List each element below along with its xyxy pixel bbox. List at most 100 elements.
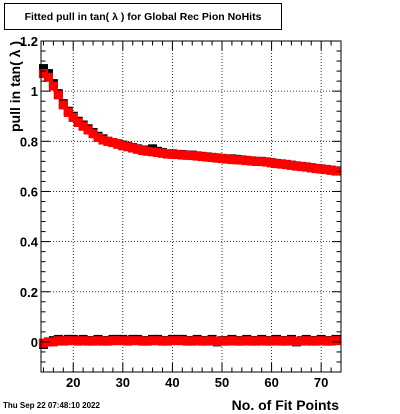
data-point-series-1 bbox=[272, 159, 282, 169]
y-tick-label: 0.8 bbox=[20, 134, 38, 149]
data-point-series-3 bbox=[262, 336, 272, 346]
data-point-series-3 bbox=[207, 336, 217, 346]
data-point-series-3 bbox=[237, 336, 247, 346]
data-point-series-1 bbox=[113, 139, 123, 149]
data-point-series-1 bbox=[197, 152, 207, 162]
data-point-series-1 bbox=[296, 162, 306, 172]
data-point-series-3 bbox=[88, 336, 98, 346]
data-point-series-1 bbox=[118, 141, 128, 151]
data-point-series-1 bbox=[262, 157, 272, 167]
data-point-series-3 bbox=[133, 336, 143, 346]
data-point-series-1 bbox=[38, 69, 48, 79]
data-point-series-1 bbox=[281, 160, 291, 170]
data-point-series-1 bbox=[88, 129, 98, 139]
data-point-series-1 bbox=[286, 160, 296, 170]
timestamp-label: Thu Sep 22 07:48:10 2022 bbox=[3, 401, 100, 410]
data-point-series-3 bbox=[38, 338, 48, 348]
y-tick-label: 1 bbox=[31, 84, 38, 99]
data-point-series-3 bbox=[93, 336, 103, 346]
data-point-series-1 bbox=[257, 157, 267, 167]
data-point-series-3 bbox=[202, 336, 212, 346]
data-point-series-3 bbox=[108, 336, 118, 346]
data-point-series-1 bbox=[123, 142, 133, 152]
data-point-series-3 bbox=[197, 336, 207, 346]
data-point-series-3 bbox=[272, 336, 282, 346]
data-point-series-3 bbox=[286, 336, 296, 346]
data-point-series-3 bbox=[182, 336, 192, 346]
data-point-series-1 bbox=[182, 150, 192, 160]
data-point-series-3 bbox=[217, 336, 227, 346]
data-point-series-1 bbox=[247, 156, 257, 166]
data-point-series-1 bbox=[227, 155, 237, 165]
data-point-series-1 bbox=[242, 156, 252, 166]
x-axis-title: No. of Fit Points bbox=[232, 397, 340, 413]
y-tick-label: 1.2 bbox=[20, 34, 38, 49]
data-point-series-3 bbox=[68, 336, 78, 346]
data-point-series-1 bbox=[73, 117, 83, 127]
plot-frame bbox=[40, 40, 342, 373]
data-point-series-1 bbox=[331, 166, 341, 176]
data-point-series-3 bbox=[296, 336, 306, 346]
data-point-series-3 bbox=[187, 336, 197, 346]
data-point-series-3 bbox=[192, 336, 202, 346]
data-point-series-1 bbox=[267, 158, 277, 168]
x-tick-label: 20 bbox=[66, 375, 80, 390]
data-point-series-3 bbox=[73, 336, 83, 346]
data-point-series-1 bbox=[237, 155, 247, 165]
data-point-series-3 bbox=[118, 336, 128, 346]
data-point-series-1 bbox=[133, 144, 143, 154]
data-point-series-3 bbox=[138, 336, 148, 346]
x-tick-label: 30 bbox=[116, 375, 130, 390]
data-point-series-1 bbox=[108, 138, 118, 148]
data-point-series-3 bbox=[267, 336, 277, 346]
data-point-series-1 bbox=[83, 125, 93, 135]
data-point-series-3 bbox=[162, 336, 172, 346]
data-point-series-3 bbox=[227, 336, 237, 346]
data-point-series-1 bbox=[98, 135, 108, 145]
data-point-series-3 bbox=[311, 336, 321, 346]
data-point-series-1 bbox=[153, 148, 163, 158]
data-point-series-1 bbox=[48, 81, 58, 91]
data-point-series-3 bbox=[128, 336, 138, 346]
data-point-series-1 bbox=[212, 153, 222, 163]
data-point-series-1 bbox=[172, 150, 182, 160]
data-point-series-3 bbox=[98, 336, 108, 346]
data-point-series-1 bbox=[306, 163, 316, 173]
data-point-series-3 bbox=[157, 336, 167, 346]
data-point-series-1 bbox=[311, 164, 321, 174]
data-point-series-3 bbox=[252, 336, 262, 346]
data-point-series-3 bbox=[83, 336, 93, 346]
data-point-series-1 bbox=[202, 152, 212, 162]
data-point-series-1 bbox=[78, 121, 88, 131]
data-point-series-3 bbox=[306, 336, 316, 346]
data-point-series-1 bbox=[93, 133, 103, 143]
data-point-series-1 bbox=[68, 112, 78, 122]
data-point-series-1 bbox=[63, 107, 73, 117]
data-point-series-1 bbox=[192, 151, 202, 161]
data-point-series-1 bbox=[276, 159, 286, 169]
data-point-series-3 bbox=[103, 336, 113, 346]
data-point-series-3 bbox=[276, 336, 286, 346]
data-point-series-3 bbox=[53, 336, 63, 346]
data-point-series-1 bbox=[217, 154, 227, 164]
data-point-series-3 bbox=[143, 336, 153, 346]
data-point-series-1 bbox=[138, 146, 148, 156]
y-tick-label: 0.6 bbox=[20, 184, 38, 199]
data-point-series-1 bbox=[143, 146, 153, 156]
data-point-series-1 bbox=[103, 136, 113, 146]
data-point-series-3 bbox=[172, 336, 182, 346]
data-point-series-3 bbox=[48, 337, 58, 347]
data-point-series-3 bbox=[291, 336, 301, 346]
data-point-series-3 bbox=[301, 336, 311, 346]
data-point-series-3 bbox=[257, 336, 267, 346]
data-point-series-1 bbox=[222, 154, 232, 164]
x-tick-label: 50 bbox=[215, 375, 229, 390]
data-point-series-3 bbox=[58, 336, 68, 346]
data-point-series-3 bbox=[242, 336, 252, 346]
data-point-series-1 bbox=[326, 165, 336, 175]
tick-layer bbox=[41, 40, 342, 372]
data-point-series-3 bbox=[316, 336, 326, 346]
data-point-series-3 bbox=[153, 336, 163, 346]
data-point-series-3 bbox=[321, 336, 331, 346]
